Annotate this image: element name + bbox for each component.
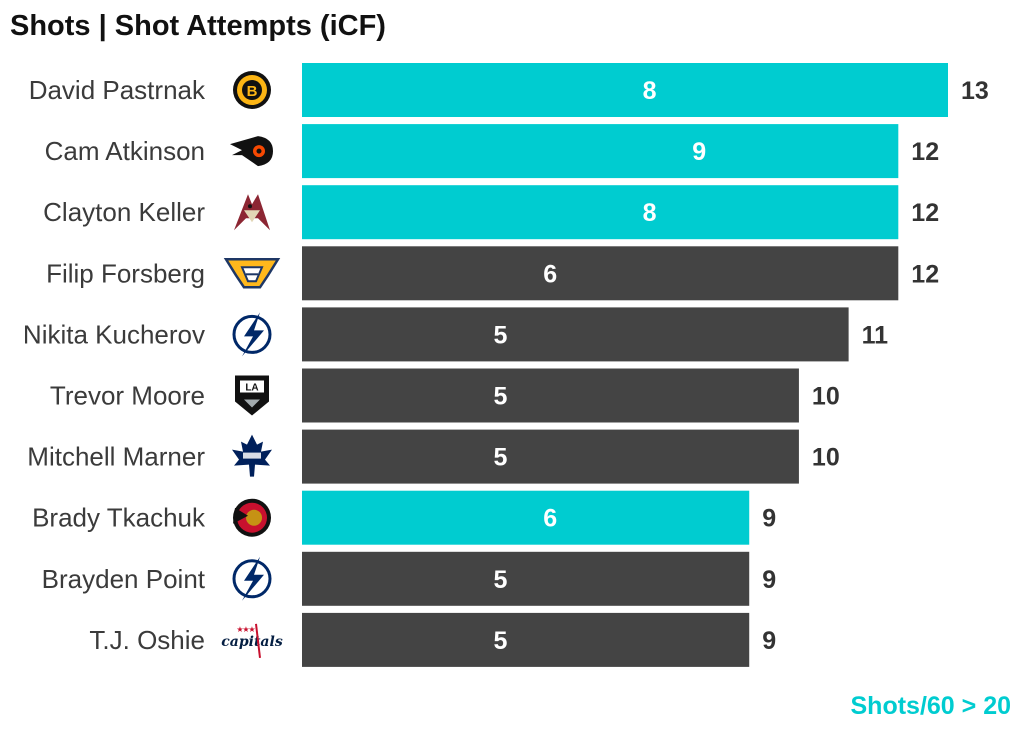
lightning-icon [232,312,272,357]
bar-row: Brayden Point 5 9 [42,551,776,606]
svg-text:★: ★ [242,625,249,634]
player-label: David Pastrnak [29,75,206,105]
attempts-value-label: 9 [762,627,776,655]
bar-row: Mitchell Marner 5 10 [27,429,840,484]
bar-row: David Pastrnak B 8 13 [29,63,989,117]
bruins-icon: B [233,71,271,109]
capitals-icon: capitals★★★ [221,623,283,659]
attempts-value-label: 9 [762,505,776,533]
attempts-value-label: 11 [862,321,889,349]
chart-footnote: Shots/60 > 20 [851,692,1012,720]
attempts-value-label: 12 [911,260,939,288]
shots-value-label: 5 [494,321,508,349]
attempts-value-label: 12 [911,138,939,166]
svg-text:LA: LA [245,383,258,394]
shots-value-label: 5 [494,383,508,411]
bar-row: Brady Tkachuk 6 9 [32,490,776,545]
bar [302,124,899,179]
player-label: Brady Tkachuk [32,503,206,533]
bar [302,490,750,545]
bar-row: Cam Atkinson 9 12 [45,124,939,179]
player-label: Mitchell Marner [27,442,205,472]
shots-value-label: 9 [692,138,706,166]
svg-text:capitals: capitals [221,634,283,650]
attempts-value-label: 10 [812,444,840,472]
player-label: Brayden Point [42,564,206,594]
flyers-icon [230,136,273,167]
attempts-value-label: 12 [911,199,939,227]
bar [302,551,750,606]
shots-value-label: 5 [494,566,508,594]
bar-row: Filip Forsberg 6 12 [46,246,939,301]
attempts-value-label: 13 [961,77,989,105]
bar-row: Clayton Keller 8 12 [43,185,939,240]
bar-row: T.J. Oshie capitals★★★ 5 9 [89,612,776,667]
bar-row: Nikita Kucherov 5 11 [23,307,889,362]
player-label: T.J. Oshie [89,625,205,655]
kings-icon: LA [235,375,269,416]
player-label: Trevor Moore [50,381,205,411]
bar [302,368,799,423]
attempts-value-label: 10 [812,383,840,411]
bar [302,429,799,484]
bar [302,612,750,667]
coyotes-icon [234,194,270,231]
player-label: Nikita Kucherov [23,319,205,349]
maple-leafs-icon [232,434,272,477]
bar [302,246,899,301]
svg-text:B: B [247,83,258,100]
player-label: Clayton Keller [43,197,205,227]
shots-value-label: 5 [494,627,508,655]
bar [302,307,849,362]
bar [302,63,948,117]
svg-text:★: ★ [236,625,243,634]
bar [302,185,899,240]
player-label: Cam Atkinson [45,136,205,166]
player-label: Filip Forsberg [46,258,205,288]
svg-text:★: ★ [248,625,255,634]
attempts-value-label: 9 [762,566,776,594]
shots-value-label: 8 [643,77,657,105]
shots-value-label: 6 [543,260,557,288]
shots-value-label: 5 [494,444,508,472]
lightning-icon [232,556,272,601]
bar-row: Trevor Moore LA 5 10 [50,368,840,423]
shots-value-label: 8 [643,199,657,227]
chart-title: Shots | Shot Attempts (iCF) [10,10,386,42]
senators-icon [233,498,271,537]
predators-icon [223,258,281,289]
shots-value-label: 6 [543,505,557,533]
